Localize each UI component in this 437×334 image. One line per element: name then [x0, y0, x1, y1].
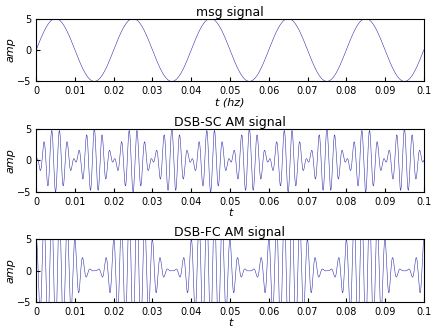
Y-axis label: amp: amp	[6, 148, 16, 173]
Title: DSB-FC AM signal: DSB-FC AM signal	[174, 226, 285, 239]
Title: DSB-SC AM signal: DSB-SC AM signal	[174, 116, 286, 129]
Title: msg signal: msg signal	[196, 6, 264, 19]
X-axis label: t (hz): t (hz)	[215, 98, 245, 108]
Y-axis label: amp: amp	[6, 258, 16, 283]
X-axis label: t: t	[228, 208, 232, 218]
Y-axis label: amp: amp	[6, 37, 16, 62]
X-axis label: t: t	[228, 318, 232, 328]
